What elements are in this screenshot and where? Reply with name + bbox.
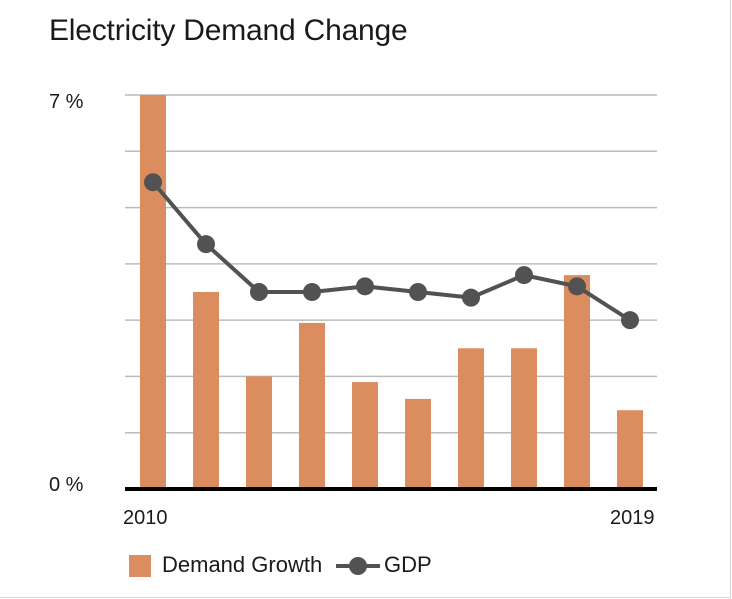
line-series (144, 173, 639, 330)
x-tick-label-first: 2010 (123, 507, 168, 529)
y-tick-label-top: 7 % (49, 91, 84, 113)
point-gdp (144, 173, 162, 192)
point-gdp (621, 311, 639, 330)
bar-series (140, 95, 643, 489)
point-gdp (409, 283, 427, 301)
bar-demand-growth (511, 348, 537, 489)
bar-demand-growth (193, 292, 219, 489)
bar-demand-growth (617, 410, 643, 489)
y-tick-label-bottom: 0 % (49, 474, 84, 496)
bar-demand-growth (458, 348, 484, 489)
point-gdp (462, 288, 480, 307)
bar-demand-growth (299, 322, 325, 489)
bar-demand-growth (352, 382, 378, 489)
legend-swatch-bar (129, 555, 151, 577)
legend-label-demand-growth: Demand Growth (162, 552, 323, 577)
bar-demand-growth (140, 95, 166, 489)
point-gdp (568, 277, 586, 296)
point-gdp (303, 283, 321, 301)
bar-demand-growth (405, 398, 431, 489)
point-gdp (250, 283, 268, 301)
chart-title: Electricity Demand Change (49, 14, 408, 47)
legend-swatch-line (336, 557, 380, 575)
legend-label-gdp: GDP (384, 552, 432, 577)
x-tick-label-last: 2019 (610, 507, 655, 529)
line-gdp (151, 180, 632, 322)
point-gdp (356, 277, 374, 296)
bar-demand-growth (564, 275, 590, 489)
point-gdp (515, 266, 533, 285)
bar-demand-growth (246, 376, 272, 489)
point-gdp (197, 235, 215, 254)
